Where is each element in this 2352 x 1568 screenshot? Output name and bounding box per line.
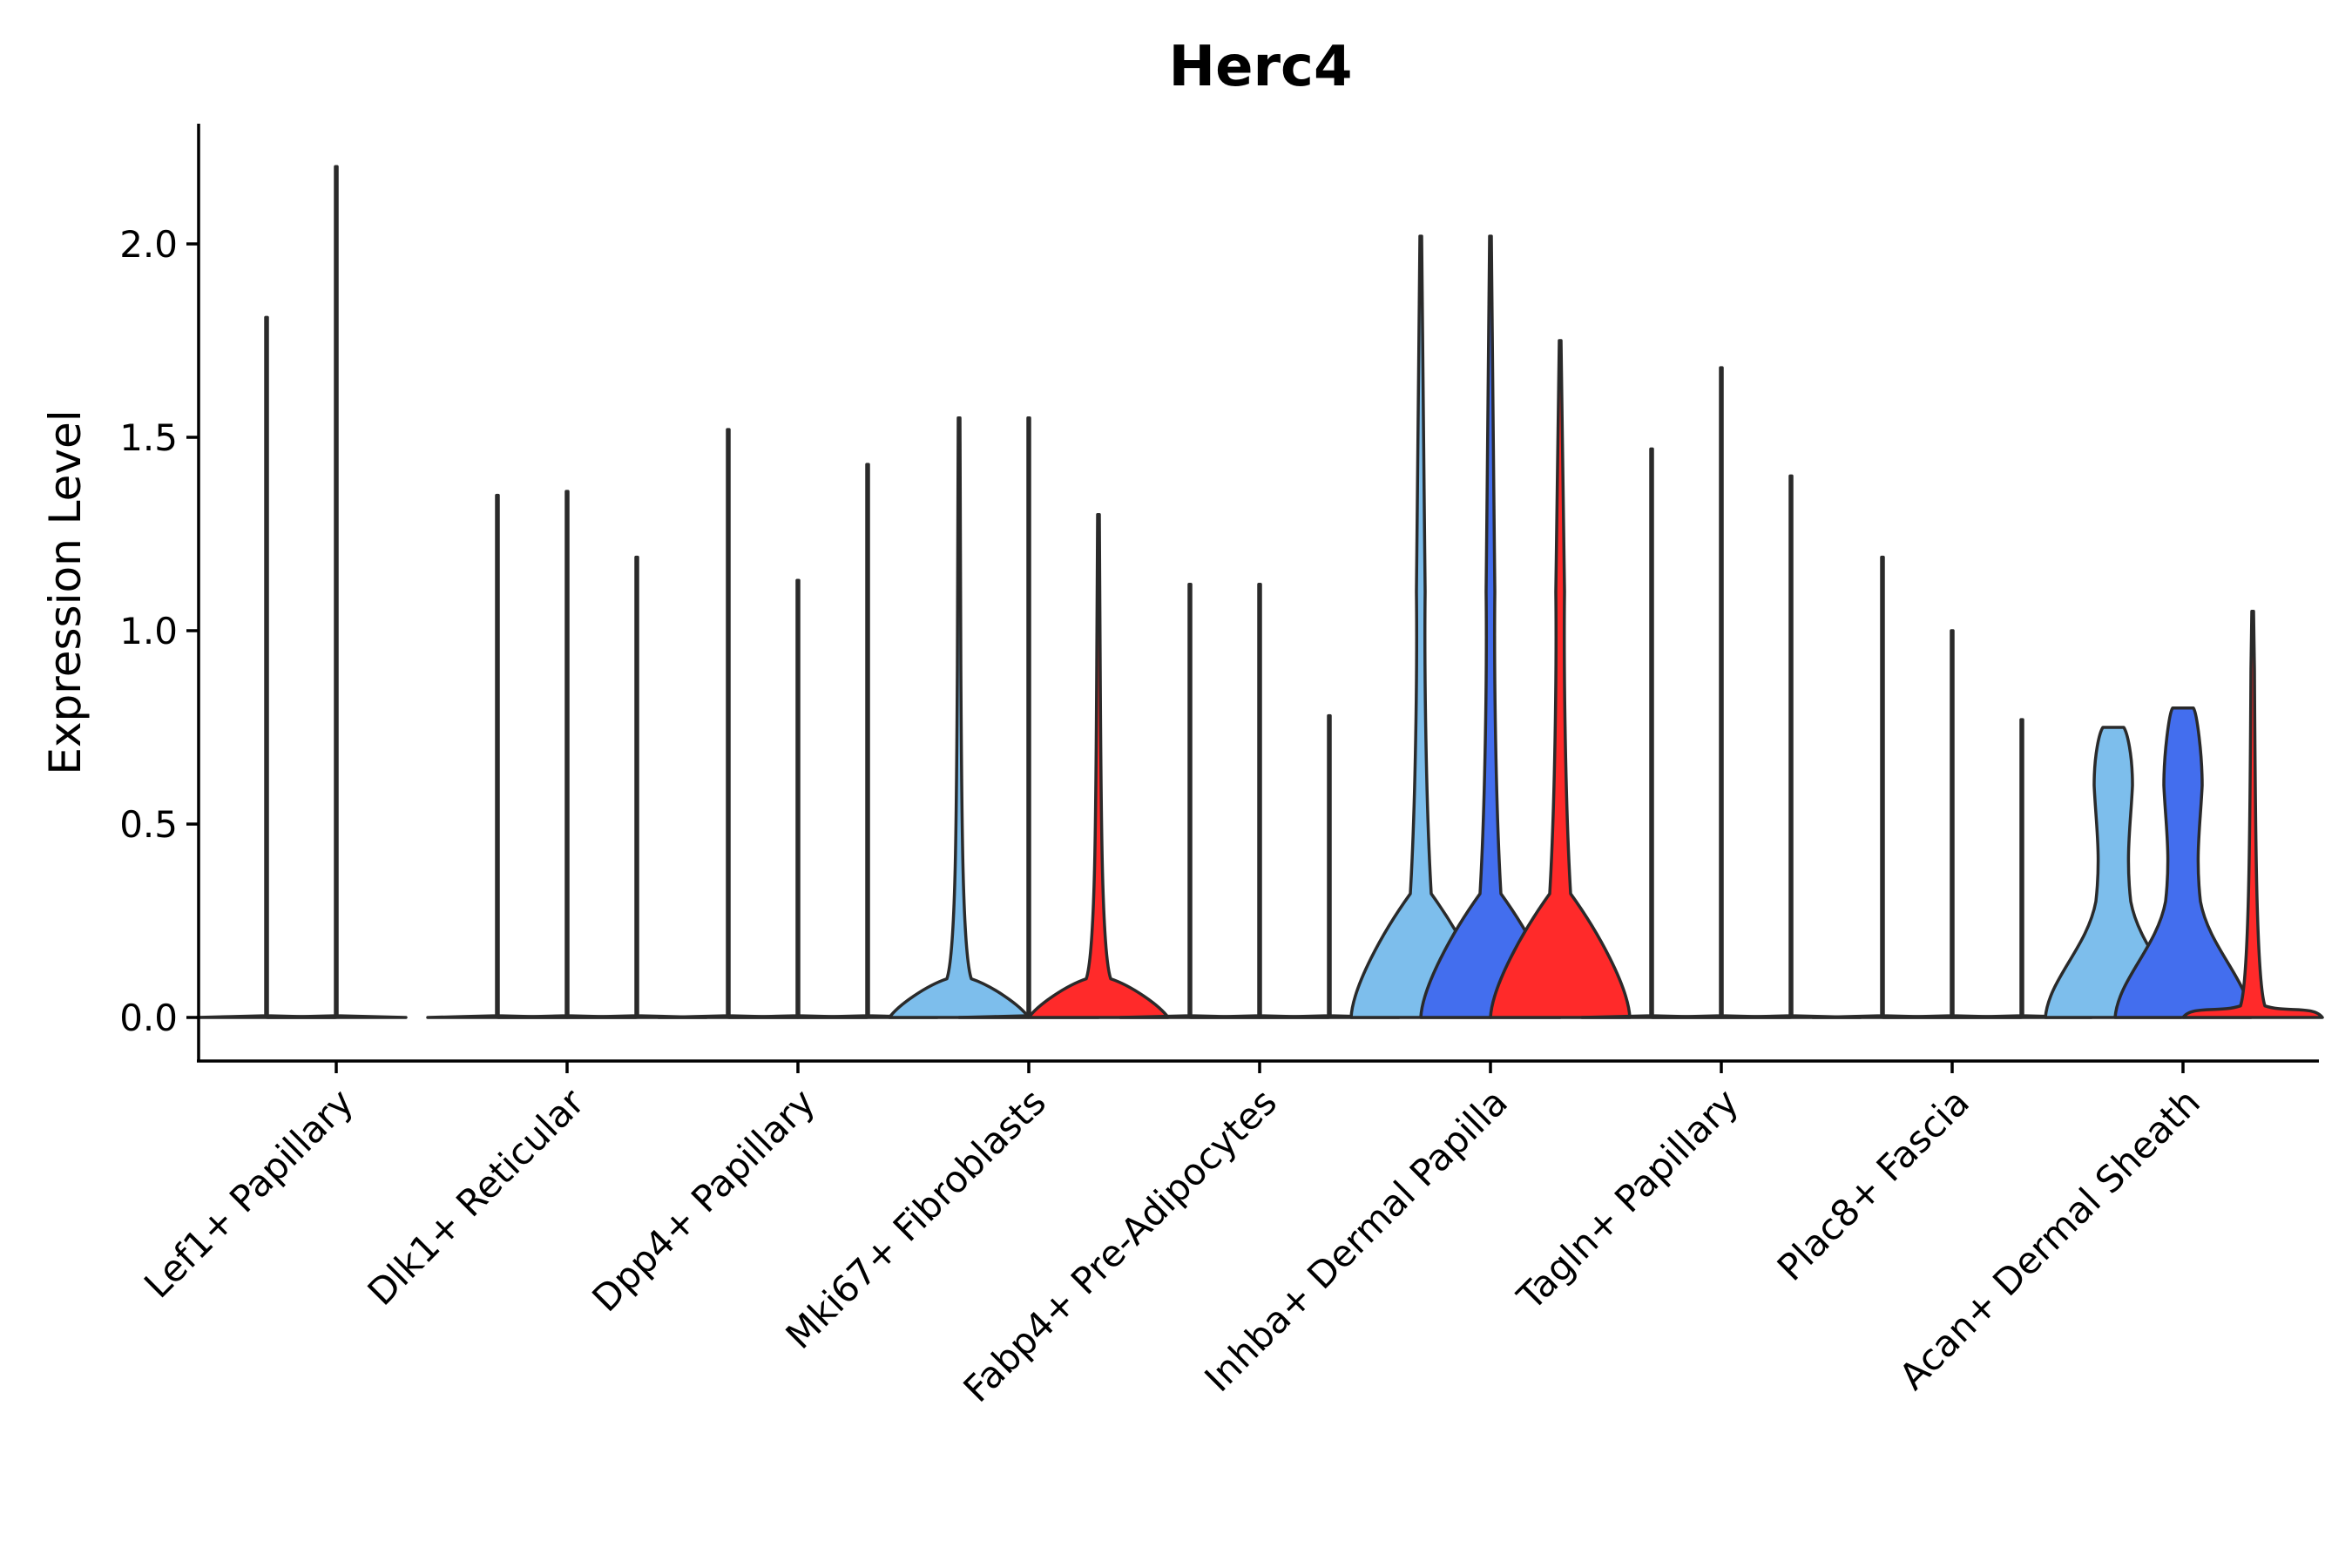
violin-fabp4-pre-adipocytes-group1: [1119, 582, 1261, 1019]
violin-plac8-fascia-group2: [1881, 629, 2024, 1019]
y-tick-label: 0.5: [119, 803, 178, 846]
violin-dpp4-papillary-group1: [657, 428, 800, 1019]
y-axis-ticks: 0.0 0.5 1.0 1.5 2.0: [119, 223, 199, 1039]
violin-dlk1-reticular-group3: [565, 555, 708, 1019]
violin-tagln-papillary-group1: [1580, 447, 1723, 1019]
violin-lef1-papillary-group1: [195, 315, 338, 1019]
x-tick-label: Plac8+ Fascia: [1769, 1080, 1977, 1288]
y-tick-label: 2.0: [119, 223, 178, 266]
x-tick-label: Lef1+ Papillary: [136, 1080, 362, 1306]
violin-tagln-papillary-group2: [1650, 366, 1793, 1019]
violin-dlk1-reticular-group1: [426, 493, 569, 1019]
violin-inhba-dermal-papilla-group3: [1489, 339, 1632, 1019]
x-tick-label: Mki67+ Fibroblasts: [778, 1080, 1054, 1356]
x-tick-label: Dpp4+ Papillary: [584, 1080, 823, 1320]
chart-title: Herc4: [1169, 35, 1353, 99]
x-tick-label: Dlk1+ Reticular: [360, 1080, 593, 1314]
violin-inhba-dermal-papilla-group1: [1349, 234, 1492, 1019]
violin-acan-dermal-sheath-group3: [2181, 610, 2324, 1019]
violin-plac8-fascia-group1: [1811, 555, 1954, 1019]
violin-dlk1-reticular-group2: [496, 490, 639, 1019]
violin-dpp4-papillary-group2: [727, 578, 869, 1019]
y-tick-label: 1.5: [119, 416, 178, 459]
violin-fabp4-pre-adipocytes-group2: [1188, 582, 1331, 1019]
violin-acan-dermal-sheath-group2: [2113, 706, 2253, 1019]
y-axis-label: Expression Level: [40, 409, 91, 774]
violin-inhba-dermal-papilla-group2: [1419, 234, 1562, 1019]
plot-area: [195, 165, 2324, 1019]
violin-mki67-fibroblasts-group3: [1027, 513, 1170, 1019]
y-tick-label: 0.0: [119, 997, 178, 1039]
y-tick-label: 1.0: [119, 610, 178, 652]
violin-mki67-fibroblasts-group1: [888, 416, 1031, 1019]
x-tick-label: Tagln+ Papillary: [1509, 1080, 1747, 1318]
violin-dpp4-papillary-group3: [796, 463, 939, 1019]
violin-tagln-papillary-group3: [1720, 474, 1862, 1019]
violin-mki67-fibroblasts-group2: [957, 416, 1100, 1019]
violin-lef1-papillary-group2: [265, 165, 408, 1019]
